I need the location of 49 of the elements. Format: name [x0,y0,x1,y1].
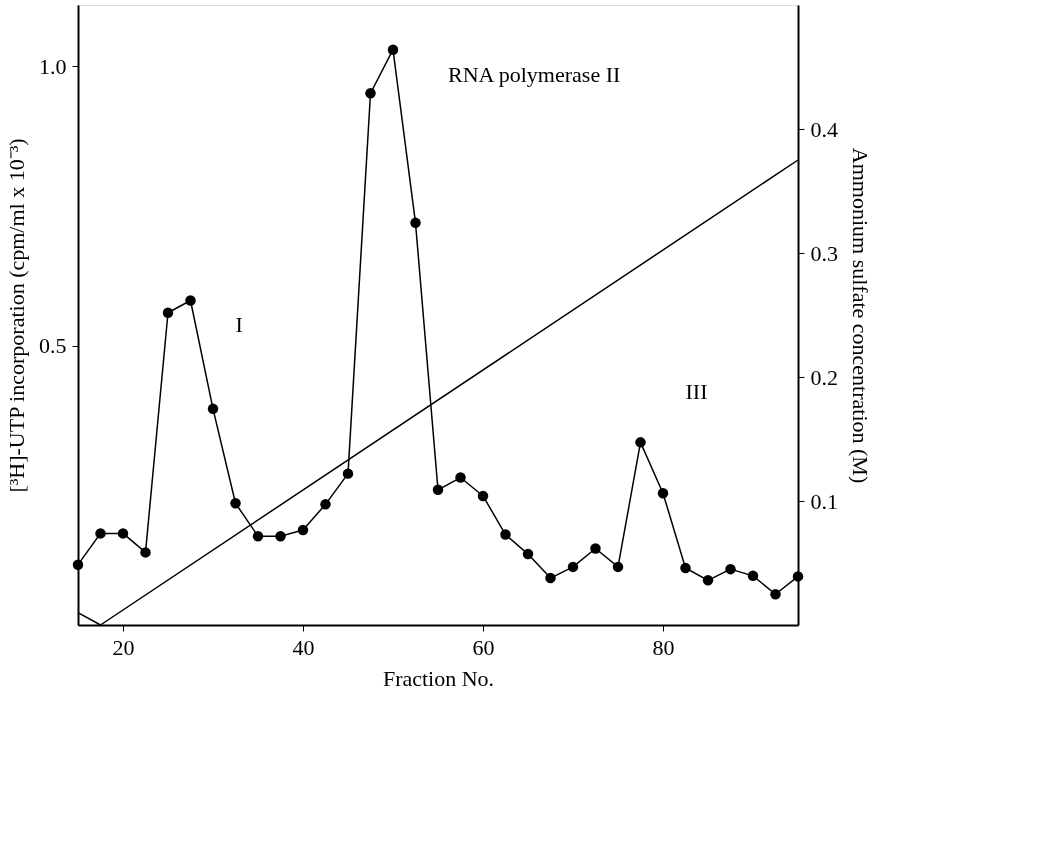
point [410,217,421,229]
point [275,530,286,542]
point [117,528,129,539]
point [230,498,241,509]
x-tick-label: 60 [472,634,495,660]
point [95,528,106,539]
y-tick-label: 0.5 [39,333,67,359]
point [455,472,466,483]
point [162,307,174,318]
x-tick-label: 20 [112,634,135,660]
x-axis-title: Fraction No. [382,665,495,691]
annotation: III [685,379,708,405]
point [770,589,781,600]
point [140,547,151,558]
y2-tick-label: 0.1 [810,488,838,514]
annotation: I [235,312,243,338]
point [725,563,736,575]
point [657,487,669,499]
point [297,524,309,536]
point [365,88,376,99]
point [590,543,601,554]
point [432,484,444,496]
y-tick-label: 1.0 [39,53,67,79]
x-tick-label: 80 [652,634,675,660]
y2-axis-title: Ammonium sulfate concentration (M) [848,147,873,484]
point [567,561,579,573]
point [72,559,84,570]
point [500,529,511,540]
point [612,561,624,573]
y-axis-title: [³H]-UTP incorporation (cpm/ml x 10⁻³) [4,138,29,493]
point [185,295,196,306]
point [477,490,489,502]
x-tick-label: 40 [292,634,315,660]
annotation: RNA polymerase II [448,61,621,87]
point [702,575,714,586]
point [635,437,646,448]
y2-tick-label: 0.3 [810,240,838,266]
point [320,499,331,510]
point [342,468,354,479]
y2-tick-label: 0.2 [810,364,838,390]
point [792,571,804,582]
point [747,570,759,582]
point [252,530,264,542]
point [387,44,399,55]
point [522,548,534,560]
point [207,403,219,415]
y2-tick-label: 0.4 [810,116,838,142]
point [545,572,556,584]
point [680,562,691,574]
